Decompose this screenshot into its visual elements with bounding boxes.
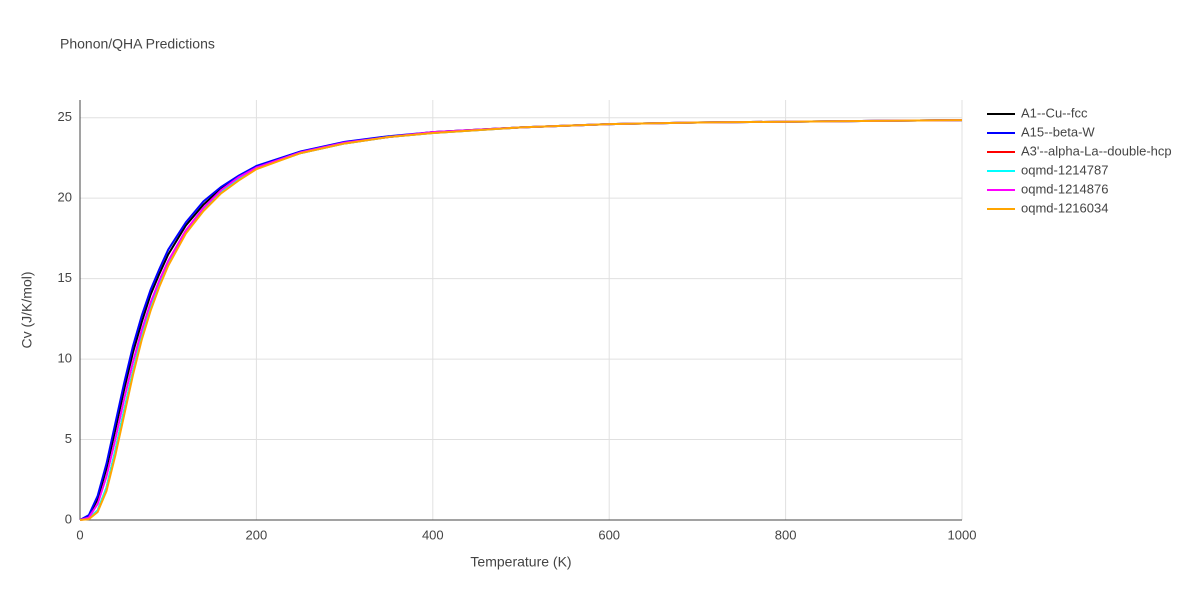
x-tick-label: 1000 [948,527,977,542]
y-tick-label: 10 [58,351,72,366]
series-line [79,119,963,521]
y-tick-label: 25 [58,109,72,124]
chart-title: Phonon/QHA Predictions [60,36,215,52]
x-tick-label: 400 [422,527,444,542]
x-tick-label: 0 [76,527,83,542]
legend-label[interactable]: oqmd-1214876 [1021,181,1108,196]
series-line [79,119,963,521]
legend-label[interactable]: A3'--alpha-La--double-hcp [1021,143,1172,158]
y-tick-label: 15 [58,270,72,285]
series-line [79,119,963,521]
x-axis-title: Temperature (K) [470,554,571,570]
legend-label[interactable]: A15--beta-W [1021,124,1095,139]
series-line [79,119,963,521]
y-tick-label: 5 [65,431,72,446]
legend-label[interactable]: A1--Cu--fcc [1021,105,1088,120]
series-line [79,119,963,521]
y-tick-label: 0 [65,511,72,526]
x-tick-label: 200 [246,527,268,542]
series-line [79,119,963,521]
y-axis-title: Cv (J/K/mol) [19,272,35,349]
y-tick-label: 20 [58,190,72,205]
legend-label[interactable]: oqmd-1216034 [1021,200,1108,215]
x-tick-label: 600 [598,527,620,542]
x-tick-label: 800 [775,527,797,542]
legend-label[interactable]: oqmd-1214787 [1021,162,1108,177]
